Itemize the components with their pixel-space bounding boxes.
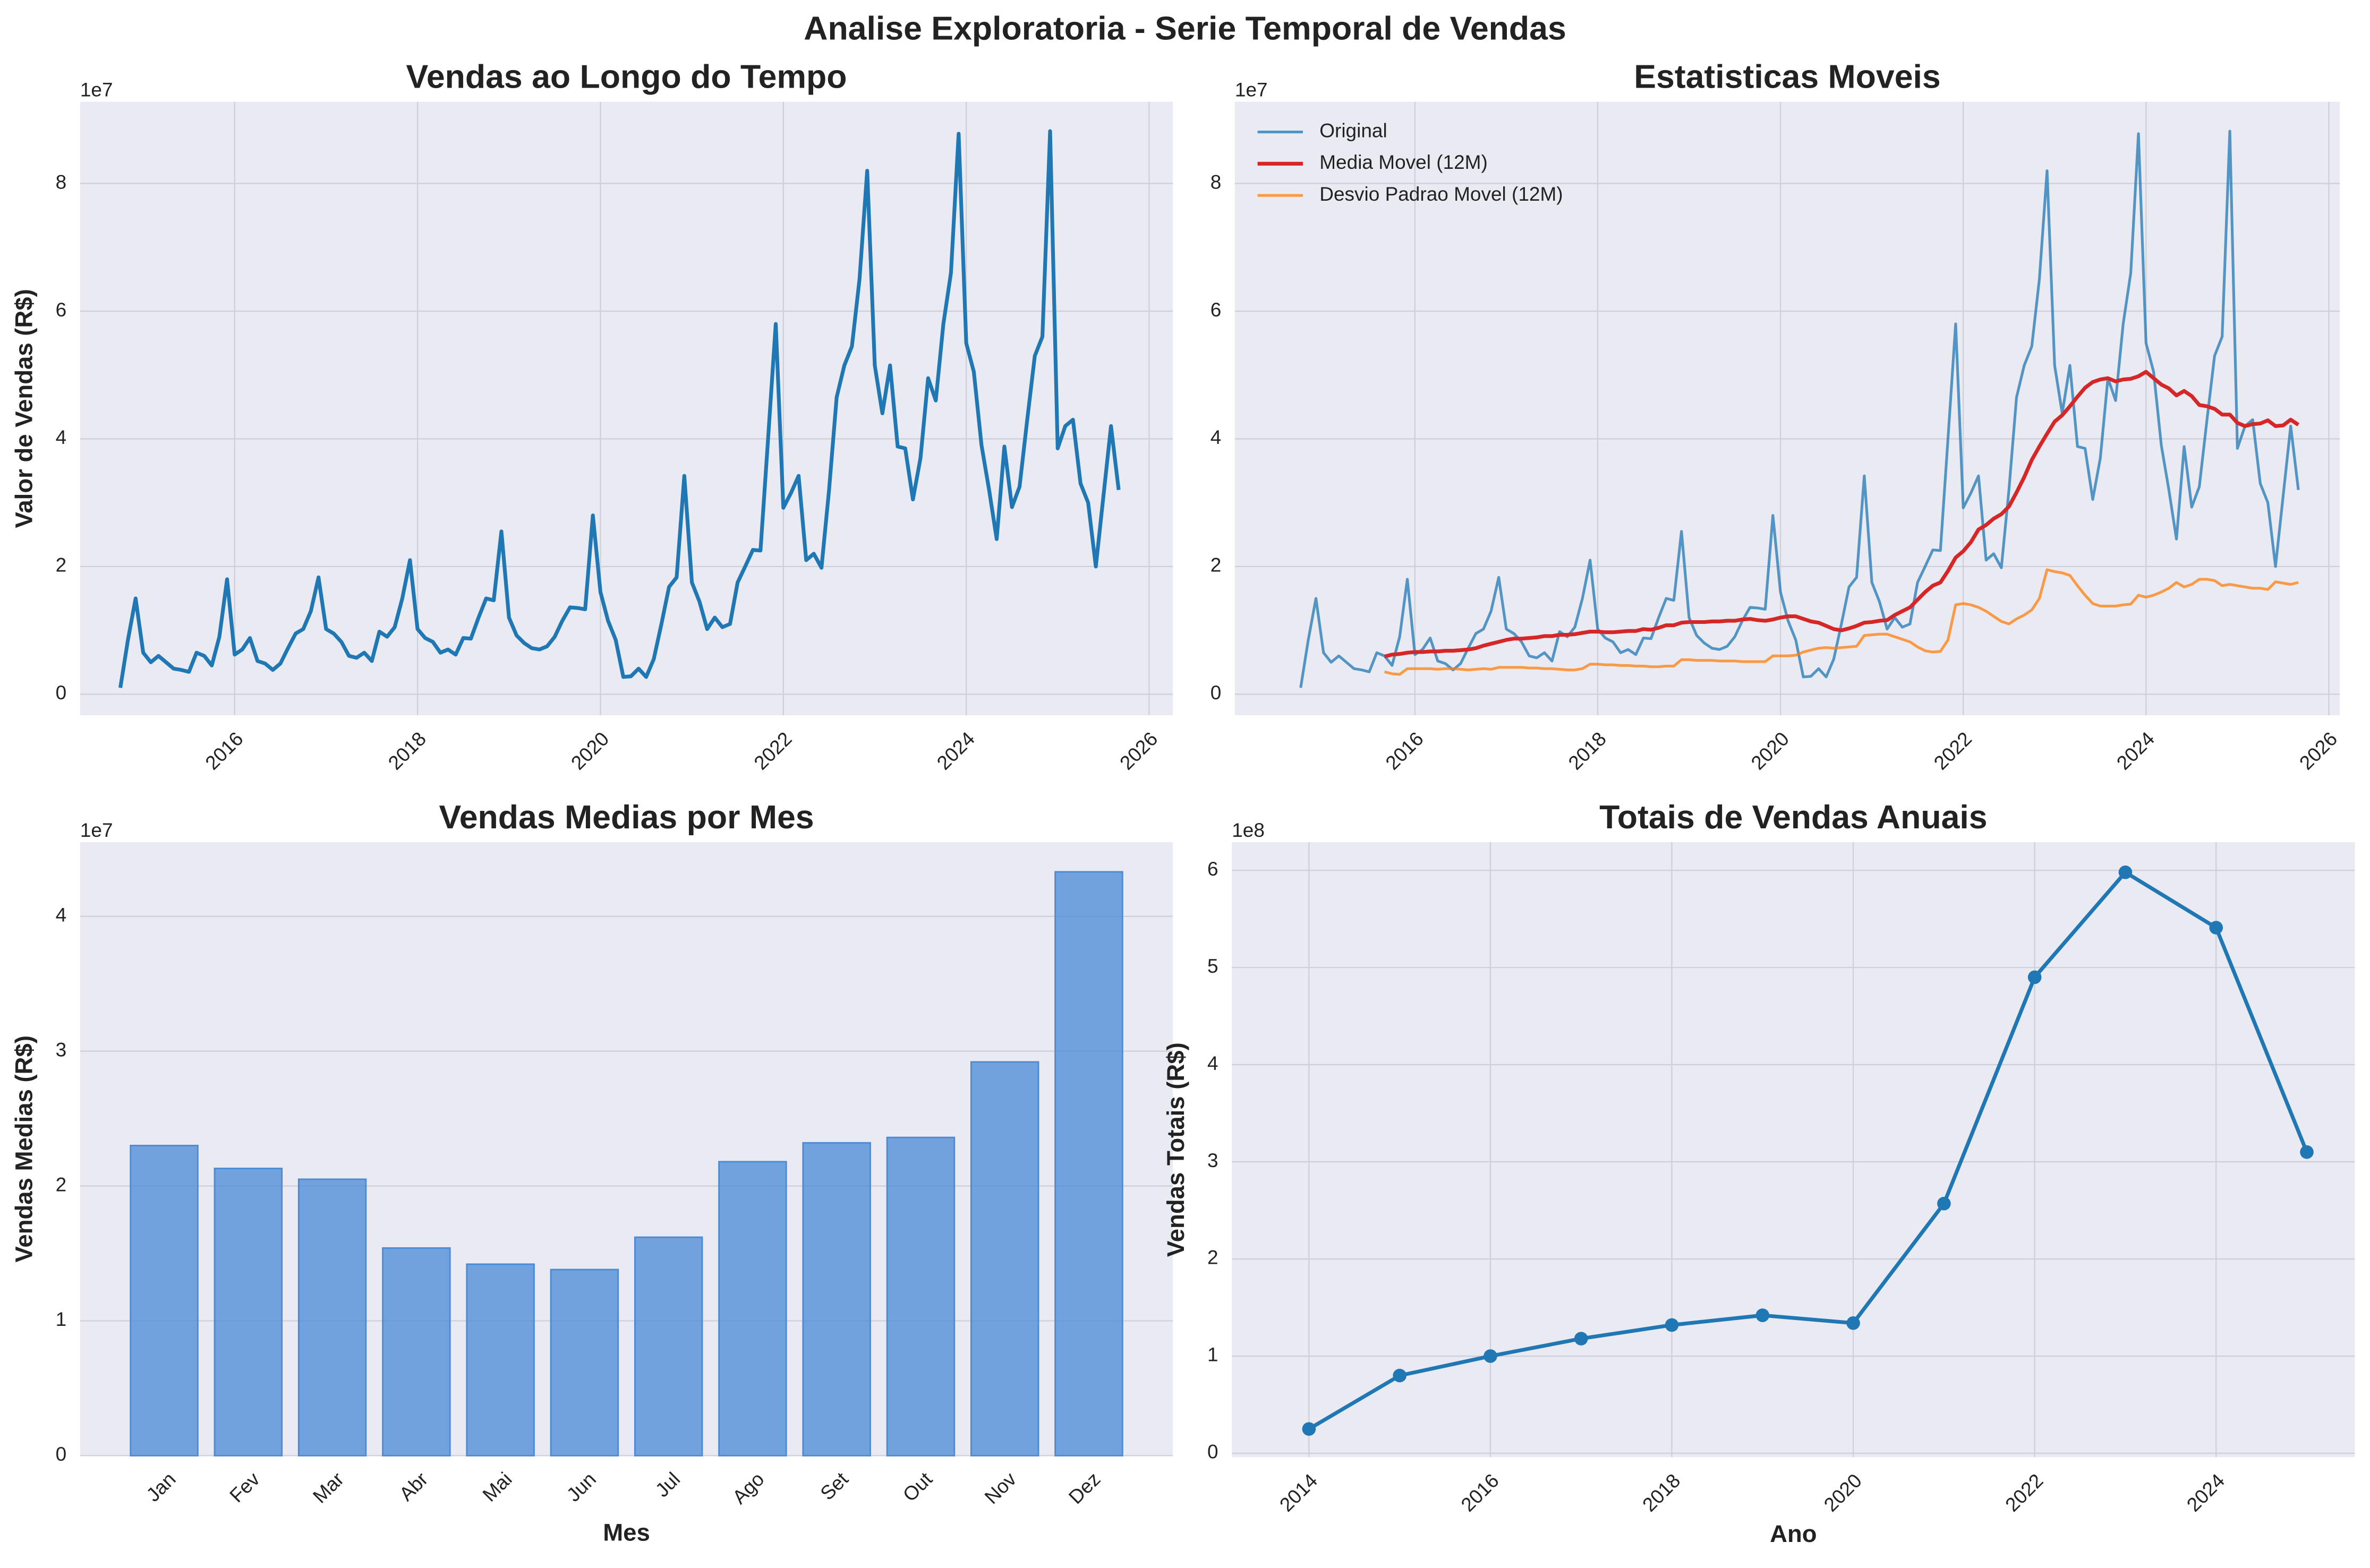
point (1302, 1422, 1316, 1436)
bar (1054, 871, 1123, 1456)
y-tick-label: 0 (1207, 1441, 1218, 1463)
y-tick-label: 1 (1207, 1344, 1218, 1366)
y-tick-label: 4 (56, 426, 67, 448)
y-tick-label: 4 (56, 904, 67, 926)
y-tick-label: 8 (56, 171, 67, 193)
y-tick-label: 6 (1210, 299, 1222, 321)
point (1393, 1368, 1406, 1383)
line (1384, 370, 2300, 658)
bar (886, 1136, 956, 1456)
bar (466, 1263, 535, 1456)
chart-title: Vendas Medias por Mes (439, 799, 814, 836)
point (2209, 921, 2223, 935)
legend-label: Media Movel (12M) (1319, 151, 1488, 173)
y-axis-label: Valor de Vendas (R$) (10, 289, 37, 528)
y-tick-label: 2 (1207, 1247, 1218, 1269)
y-tick-label: 1 (56, 1308, 67, 1330)
y-tick-label: 3 (56, 1039, 67, 1060)
point (1484, 1349, 1497, 1363)
x-axis-label: Mes (603, 1519, 650, 1546)
y-tick-label: 4 (1210, 426, 1222, 448)
bar (634, 1236, 703, 1456)
figure-title: Analise Exploratoria - Serie Temporal de… (804, 10, 1566, 47)
bar (382, 1247, 451, 1456)
y-tick-label: 8 (1210, 171, 1222, 193)
y-tick-label: 0 (56, 1443, 67, 1465)
plot-area (1232, 842, 2355, 1458)
point (1755, 1308, 1770, 1322)
legend-label: Desvio Padrao Movel (12M) (1319, 183, 1563, 205)
legend-label: Original (1319, 119, 1387, 141)
y-tick-label: 3 (1207, 1150, 1218, 1171)
chart-title: Vendas ao Longo do Tempo (406, 58, 847, 96)
y-axis-label: Vendas Totais (R$) (1162, 1042, 1189, 1257)
axis-offset-label: 1e7 (1235, 79, 1268, 101)
line (118, 129, 1121, 688)
y-tick-label: 2 (56, 1173, 67, 1195)
y-tick-label: 0 (56, 682, 67, 704)
bar (214, 1168, 283, 1456)
y-tick-label: 0 (1210, 682, 1222, 704)
axis-offset-label: 1e8 (1232, 819, 1265, 841)
chart-title: Totais de Vendas Anuais (1599, 799, 1987, 836)
y-axis-label: Vendas Medias (R$) (10, 1035, 37, 1263)
chart-title: Estatisticas Moveis (1634, 58, 1941, 96)
y-tick-label: 5 (1207, 955, 1218, 977)
point (1846, 1316, 1860, 1330)
axis-offset-label: 1e7 (80, 79, 113, 101)
plot-area (80, 101, 1173, 716)
bar (297, 1178, 367, 1456)
bar (130, 1144, 199, 1456)
bar (802, 1142, 871, 1456)
point (1574, 1332, 1588, 1346)
y-tick-label: 6 (1207, 858, 1218, 880)
point (2118, 865, 2133, 879)
bar (718, 1161, 787, 1456)
y-tick-label: 2 (1210, 554, 1222, 576)
bar (550, 1269, 619, 1456)
x-axis-label: Ano (1770, 1520, 1817, 1547)
line (1308, 870, 2309, 1431)
y-tick-label: 6 (56, 299, 67, 321)
line (1384, 568, 2299, 676)
axis-offset-label: 1e7 (80, 819, 113, 841)
point (1937, 1196, 1951, 1211)
point (1665, 1318, 1679, 1332)
point (2300, 1145, 2314, 1159)
point (2027, 970, 2042, 984)
y-tick-label: 4 (1207, 1052, 1218, 1074)
y-tick-label: 2 (56, 554, 67, 576)
bar (970, 1061, 1039, 1456)
